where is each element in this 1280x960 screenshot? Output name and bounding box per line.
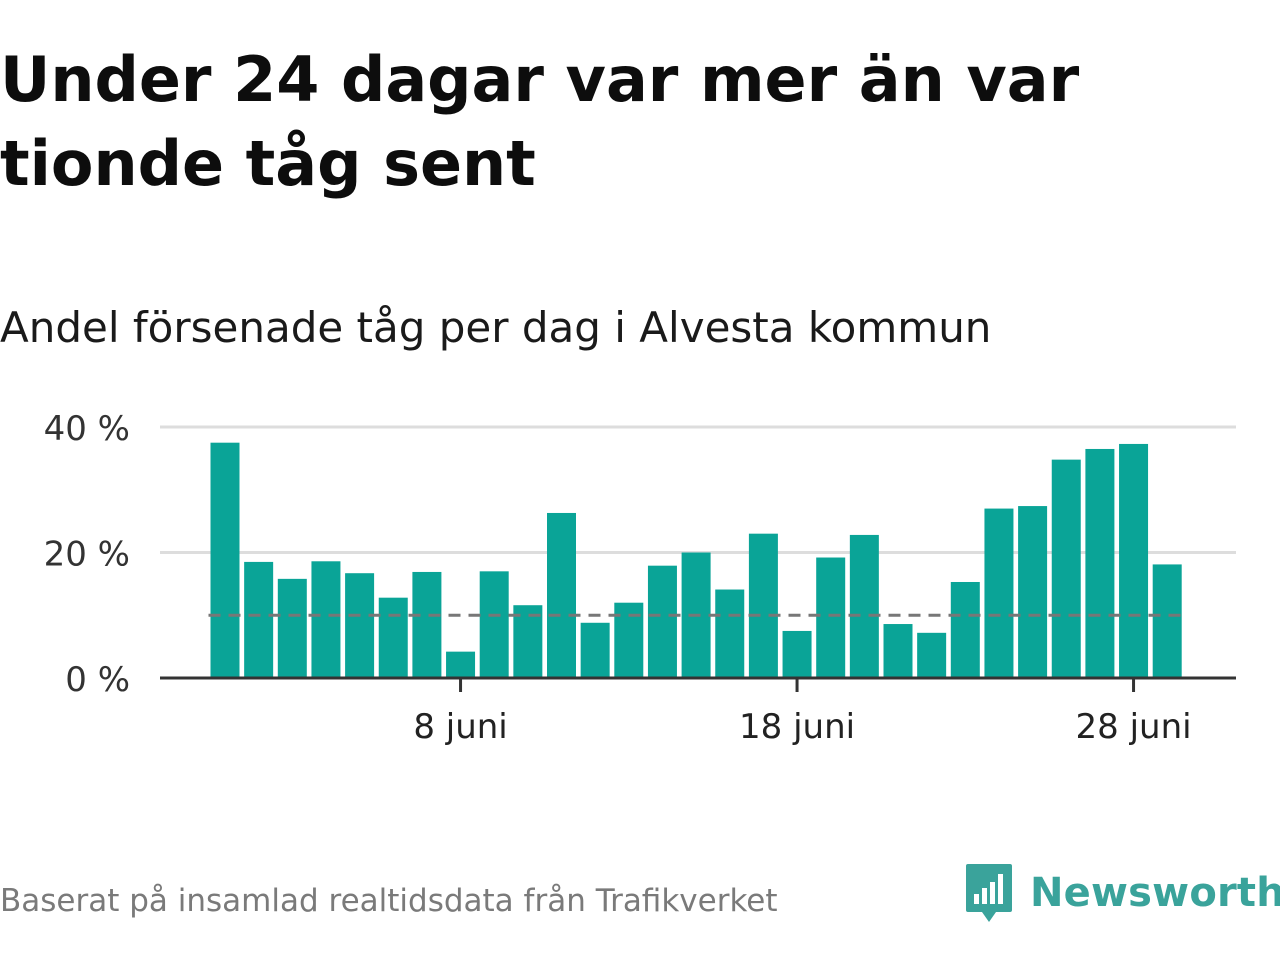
- y-tick-label: 20 %: [44, 535, 130, 575]
- bar: [345, 573, 375, 678]
- bar: [1152, 564, 1182, 678]
- bar: [277, 578, 307, 678]
- bar-chart: 0 % 20 % 40 % 8 juni 18 juni 28 juni: [44, 409, 1236, 747]
- bar: [782, 630, 812, 678]
- bar: [547, 512, 576, 678]
- bar: [917, 632, 947, 678]
- bar: [580, 622, 610, 678]
- bar: [1119, 443, 1149, 678]
- bar: [513, 605, 543, 678]
- bar: [378, 597, 408, 678]
- y-tick-label: 40 %: [44, 409, 130, 449]
- bar: [984, 508, 1014, 678]
- bar: [816, 557, 846, 678]
- bar: [210, 442, 240, 678]
- bar: [244, 561, 274, 678]
- bar: [748, 533, 778, 678]
- brand: Newsworthy: [964, 862, 1280, 924]
- chart-subtitle: Andel försenade tåg per dag i Alvesta ko…: [0, 303, 992, 352]
- bar: [412, 571, 442, 678]
- chart-title: Under 24 dagar var mer än var tionde tåg…: [0, 43, 1080, 200]
- x-tick-label: 8 juni: [413, 707, 507, 747]
- y-tick-label: 0 %: [65, 660, 130, 700]
- bar: [1018, 506, 1048, 678]
- bar: [883, 624, 913, 678]
- brand-name: Newsworthy: [1030, 870, 1280, 916]
- bar: [1051, 459, 1081, 678]
- bar: [1085, 448, 1115, 678]
- x-tick-label: 28 juni: [1076, 707, 1192, 747]
- bars: [210, 442, 1182, 678]
- x-tick-label: 18 juni: [739, 707, 855, 747]
- bar: [311, 561, 341, 678]
- bar: [479, 571, 509, 678]
- bar: [446, 651, 476, 678]
- source-note: Baserat på insamlad realtidsdata från Tr…: [0, 883, 778, 919]
- bar: [849, 534, 879, 678]
- bar: [950, 581, 980, 678]
- newsworthy-logo-icon: [966, 864, 1012, 922]
- axes: 0 % 20 % 40 % 8 juni 18 juni 28 juni: [44, 409, 1236, 747]
- bar: [647, 565, 677, 678]
- bar: [715, 589, 745, 678]
